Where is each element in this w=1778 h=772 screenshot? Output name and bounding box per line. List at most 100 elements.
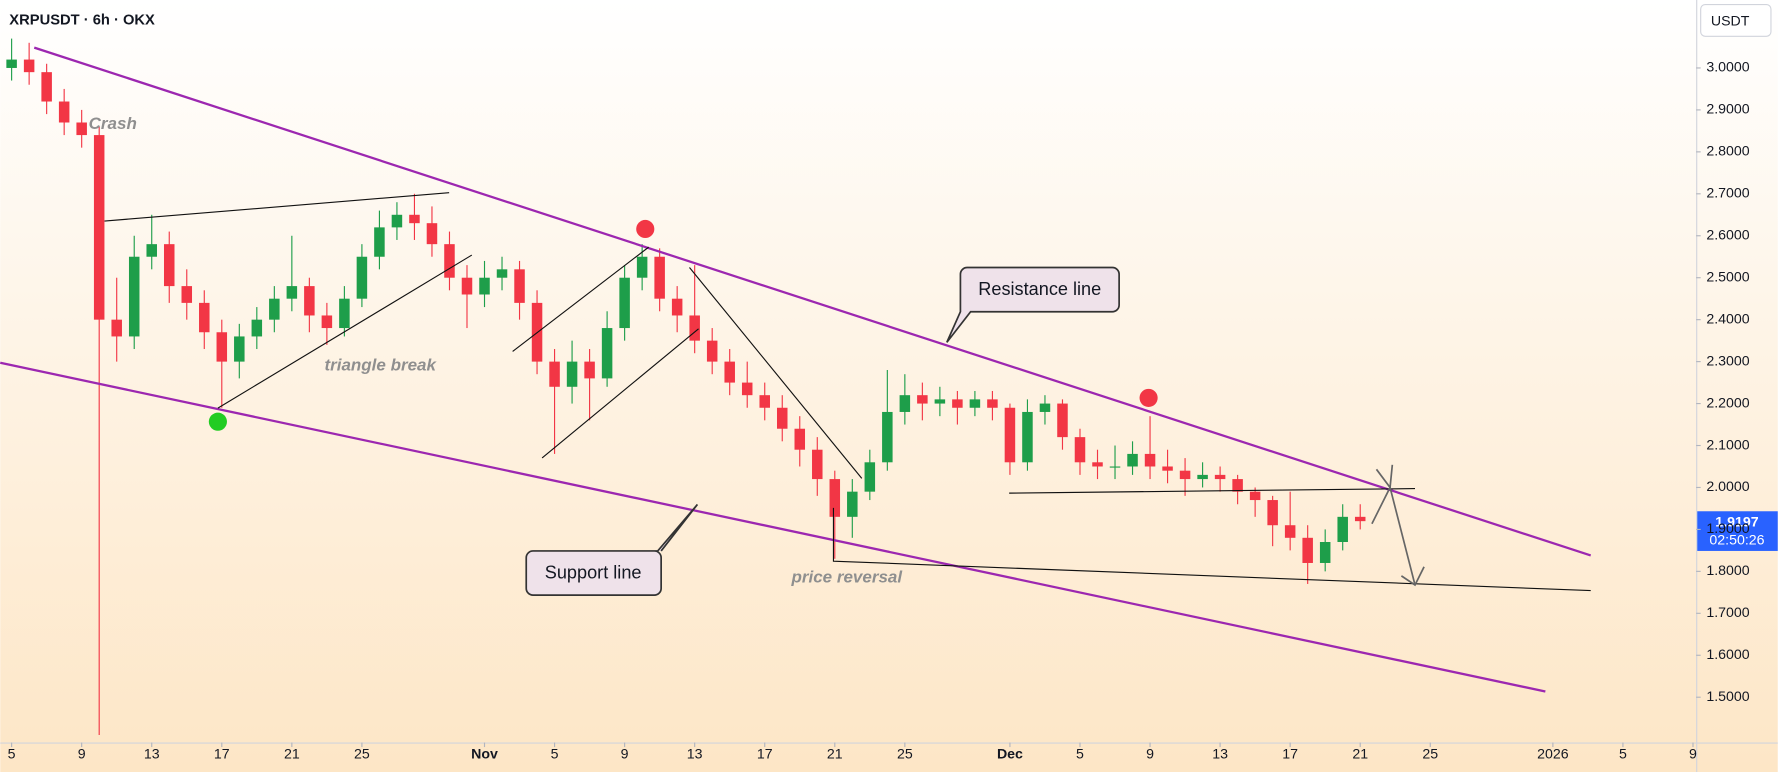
callout-box [525, 503, 699, 597]
arrow-head [1400, 566, 1425, 587]
candle-body [93, 135, 105, 320]
y-tick-label: 1.6000 [1706, 647, 1749, 663]
x-tick-label: Nov [471, 747, 498, 763]
candle-body [619, 277, 630, 329]
y-tick-label: 3.0000 [1706, 60, 1749, 76]
y-tick-label: 1.5000 [1706, 689, 1749, 705]
candle-body [706, 340, 718, 362]
candle-body [969, 399, 981, 408]
candle-body [269, 298, 280, 320]
x-tick-label: 13 [144, 747, 160, 763]
last-price: 1.9197 [1715, 514, 1758, 530]
x-tick-label: 5 [551, 747, 559, 763]
candle-body [689, 315, 700, 341]
annotation: Crash [89, 114, 137, 133]
candle-body [671, 298, 683, 316]
x-tick-label: Dec [997, 747, 1023, 763]
x-tick-label: 17 [757, 747, 773, 763]
x-tick-label: 9 [621, 747, 629, 763]
candle-body [1057, 403, 1068, 438]
candle-body [794, 428, 806, 450]
last-price-label: 1.9197 02:50:26 [1697, 511, 1778, 551]
x-tick-label: 21 [284, 747, 300, 763]
drawing-line [512, 246, 650, 352]
countdown: 02:50:26 [1709, 532, 1764, 548]
candle-body [128, 256, 140, 337]
candle-body [321, 315, 333, 329]
drawing-line [541, 328, 699, 459]
drawing-line [217, 254, 473, 409]
candle-body [496, 269, 508, 278]
candle-body [181, 286, 193, 303]
candle-body [759, 395, 770, 408]
candle-body [1092, 462, 1103, 467]
candle-body [514, 269, 525, 303]
y-tick-label: 2.7000 [1706, 186, 1749, 202]
candle-body [1197, 474, 1208, 480]
candle-body [6, 59, 17, 68]
candle-body [1232, 479, 1243, 492]
candle-body [829, 479, 841, 517]
candle-body [1214, 474, 1226, 480]
callout-text: Resistance line [978, 279, 1101, 299]
candle-body [426, 223, 438, 245]
candle-body [1162, 466, 1173, 471]
candle-body [58, 101, 70, 123]
candle-body [584, 361, 595, 379]
x-tick-label: 5 [1076, 747, 1084, 763]
currency-label: USDT [1711, 13, 1750, 29]
candle-body [1302, 537, 1313, 563]
y-tick-label: 2.1000 [1706, 437, 1749, 453]
x-tick-label: 9 [1689, 747, 1697, 763]
candle-body [1179, 470, 1191, 480]
bottom-marker [208, 412, 227, 431]
candle-body [864, 462, 876, 492]
candle-body [987, 399, 998, 408]
callout-box [946, 266, 1120, 343]
x-tick-label: 13 [1212, 747, 1228, 763]
drawings [0, 46, 1592, 693]
y-tick-label: 2.5000 [1706, 269, 1749, 285]
arrow-head [1375, 464, 1394, 490]
candle-body [1004, 407, 1016, 463]
y-tick-label: 2.6000 [1706, 228, 1749, 244]
candle-body [882, 411, 893, 463]
candle-body [444, 244, 455, 278]
candle-body [199, 302, 210, 333]
candle-body [374, 227, 385, 257]
candle-body [1284, 525, 1296, 538]
candle-body [111, 319, 122, 337]
candle-body [356, 256, 368, 299]
candle-body [549, 361, 560, 387]
currency-button[interactable] [1700, 3, 1772, 37]
candle-body [1109, 466, 1121, 468]
x-tick-label: 25 [354, 747, 370, 763]
chart-title: XRPUSDT · 6h · OKX [9, 12, 155, 28]
candle-body [251, 319, 263, 337]
y-tick-label: 2.4000 [1706, 311, 1749, 327]
candle-body [461, 277, 473, 295]
candle-body [304, 286, 315, 316]
candle-body [216, 332, 228, 362]
x-tick-label: 25 [1422, 747, 1438, 763]
candle-body [23, 59, 35, 73]
candle-body [741, 382, 753, 396]
callout-text: Support line [545, 562, 642, 582]
candle-body [391, 214, 403, 228]
annotation: triangle break [324, 356, 437, 375]
candle-body [339, 298, 350, 329]
candle-body [479, 277, 490, 295]
candle-body [917, 395, 928, 404]
candle-body [1249, 491, 1261, 501]
candle-body [566, 361, 578, 387]
x-tick-label: 5 [8, 747, 16, 763]
y-tick-label: 2.0000 [1706, 479, 1749, 495]
x-tick-label: 21 [827, 747, 843, 763]
drawing-line [104, 192, 450, 222]
candle-body [934, 399, 946, 404]
y-tick-label: 1.8000 [1706, 563, 1749, 579]
candle-body [812, 449, 823, 480]
